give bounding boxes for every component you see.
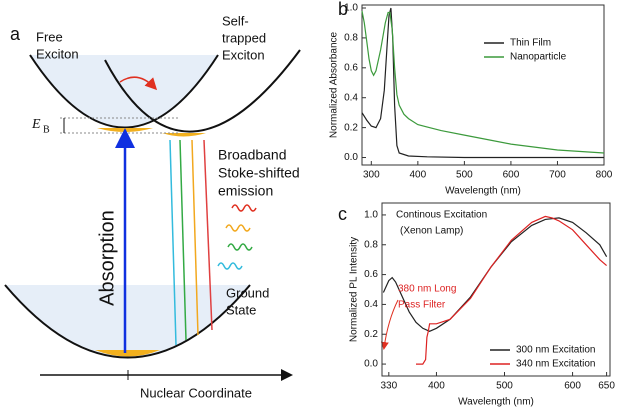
x-axis-label: Wavelength (nm)	[445, 186, 521, 197]
label: Self-	[222, 13, 249, 28]
y-tick-label: 0.6	[344, 62, 358, 73]
label: Nuclear Coordinate	[140, 385, 252, 400]
label: State	[226, 302, 256, 317]
free-exciton-curve	[29, 54, 219, 129]
y-axis-label: Normalized Absorbance	[329, 31, 340, 138]
y-tick-label: 0.0	[344, 152, 358, 163]
series-line	[416, 215, 607, 365]
series-line	[361, 7, 604, 159]
ground-population	[95, 350, 160, 357]
y-tick-label: 0.4	[364, 299, 378, 310]
legend-label: 300 nm Excitation	[516, 345, 596, 356]
label: B	[43, 124, 50, 135]
panel-label: b	[338, 0, 348, 19]
label: emission	[218, 183, 273, 199]
y-tick-label: 1.0	[344, 3, 358, 14]
photon	[225, 224, 251, 232]
legend-label: 340 nm Excitation	[516, 359, 596, 370]
x-tick-label: 650	[598, 381, 615, 392]
free-population	[97, 128, 153, 132]
x-tick-label: 700	[549, 170, 566, 181]
y-tick-label: 0.4	[344, 92, 358, 103]
y-tick-label: 0.8	[344, 33, 358, 44]
label: Absorption	[96, 210, 118, 306]
x-tick-label: 500	[456, 170, 473, 181]
label: Exciton	[36, 46, 79, 61]
label: Stoke-shifted	[218, 165, 300, 181]
plot-frame	[361, 4, 605, 166]
annotation-arrow	[380, 299, 399, 350]
self-trapped-curve	[104, 49, 301, 133]
x-tick-label: 400	[410, 170, 427, 181]
label: Exciton	[222, 47, 265, 62]
x-tick-label: 400	[428, 381, 445, 392]
emission-line	[191, 139, 199, 336]
label: E	[31, 117, 41, 132]
x-tick-label: 600	[503, 170, 520, 181]
x-axis-label: Wavelength (nm)	[458, 397, 534, 408]
legend-label: Nanoparticle	[510, 52, 567, 63]
trapped-population	[162, 133, 206, 137]
y-tick-label: 0.8	[364, 239, 378, 250]
label: Broadband	[218, 147, 287, 163]
x-tick-label: 800	[596, 170, 613, 181]
annotation: (Xenon Lamp)	[400, 226, 463, 237]
y-tick-label: 0.2	[364, 329, 378, 340]
y-axis-label: Normalized PL Intensity	[349, 237, 360, 342]
label: Ground	[226, 285, 269, 300]
series-line	[361, 10, 605, 154]
legend-label: Thin Film	[510, 38, 551, 49]
emission-line	[179, 139, 187, 341]
annotation: 380 nm Long	[398, 284, 456, 295]
photon	[231, 204, 257, 212]
annotation: Pass Filter	[398, 300, 446, 311]
x-tick-label: 500	[496, 381, 513, 392]
y-tick-label: 0.2	[344, 122, 358, 133]
diagram: a Free Exciton Self- trapped Exciton E B…	[4, 13, 301, 400]
ground-curve	[4, 284, 251, 359]
y-tick-label: 1.0	[364, 210, 378, 221]
plot-frame	[381, 202, 611, 377]
annotation: Continous Excitation	[396, 210, 487, 221]
y-tick-label: 0.6	[364, 269, 378, 280]
panel-label: a	[10, 24, 21, 44]
emission-line	[203, 139, 213, 331]
x-tick-label: 300	[363, 170, 380, 181]
emission-line	[169, 139, 177, 346]
x-tick-label: 600	[564, 381, 581, 392]
label: trapped	[222, 30, 266, 45]
label: Free	[36, 29, 63, 44]
trap-arrow	[119, 76, 158, 91]
photon	[227, 243, 253, 251]
y-tick-label: 0.0	[364, 359, 378, 370]
panel-label: c	[338, 204, 347, 224]
x-tick-label: 330	[380, 381, 397, 392]
photon	[217, 262, 243, 270]
